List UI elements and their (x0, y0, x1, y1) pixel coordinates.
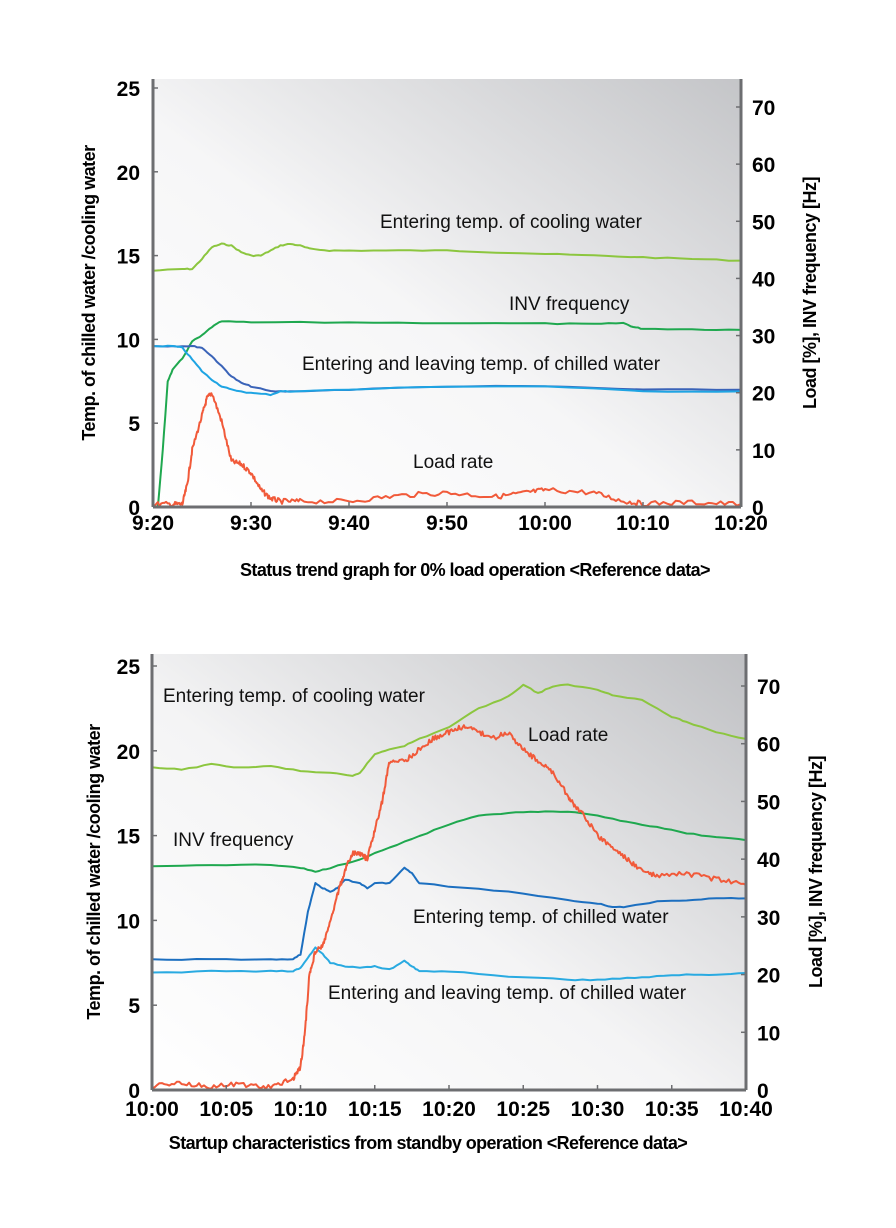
series-load-rate (152, 392, 742, 508)
left-axis-label: Temp. of chilled water /cooling water (79, 145, 99, 441)
series-annotation: Entering temp. of cooling water (163, 686, 426, 707)
x-tick: 10:35 (645, 1098, 699, 1121)
series-annotation: Load rate (528, 725, 608, 746)
x-tick: 9:20 (132, 512, 174, 535)
x-tick: 9:30 (230, 512, 272, 535)
left-y-tick: 20 (117, 162, 140, 185)
left-y-tick: 5 (128, 413, 140, 436)
left-axis-label: Temp. of chilled water /cooling water (84, 724, 104, 1020)
x-tick: 10:10 (274, 1098, 328, 1121)
x-tick: 9:40 (328, 512, 370, 535)
right-y-tick: 0 (752, 497, 764, 520)
series-inv-frequency (153, 320, 742, 508)
right-y-tick: 0 (757, 1080, 769, 1103)
series-load-rate (151, 724, 747, 1090)
series-leaving-temp-of-chilled-water (151, 946, 747, 982)
series-entering-temp-of-chilled-water (151, 866, 747, 961)
series-annotation: Load rate (413, 452, 493, 473)
series-annotation: INV frequency (509, 294, 630, 315)
right-y-tick: 60 (757, 734, 780, 757)
series-entering-temp-of-cooling-water (151, 683, 747, 777)
right-y-tick: 10 (757, 1022, 780, 1045)
x-tick: 10:00 (518, 512, 572, 535)
x-tick: 10:20 (422, 1098, 476, 1121)
right-y-tick: 50 (757, 791, 780, 814)
right-y-tick: 60 (752, 154, 775, 177)
x-tick: 10:15 (348, 1098, 402, 1121)
annotations-group: Entering temp. of cooling water Load rate… (163, 686, 687, 1004)
left-y-tick: 25 (117, 78, 141, 101)
chart-startup-characteristics: 0 5 10 15 20 25 0 10 20 30 40 50 60 70 10:00 10:05 10:10… (0, 600, 896, 1228)
chart1-svg: 0 5 10 15 20 25 0 10 20 30 40 50 60 70 9:20 9:30 9:40 9:5… (79, 78, 820, 580)
right-axis-label: Load [%], INV frequency [Hz] (800, 177, 820, 409)
chart-caption: Startup characteristics from standby ope… (169, 1133, 687, 1153)
chart-status-trend-0-load: 0 5 10 15 20 25 0 10 20 30 40 50 60 70 9:20 9:30 9:40 9:5… (0, 0, 896, 600)
series-annotation: Entering and leaving temp. of chilled wa… (302, 354, 661, 375)
series-group (151, 683, 747, 1090)
plot-area (152, 654, 746, 1090)
left-y-tick: 15 (117, 826, 141, 849)
series-annotation: INV frequency (173, 830, 294, 851)
right-y-tick: 50 (752, 211, 775, 234)
left-y-tick: 20 (117, 741, 140, 764)
left-y-tick: 10 (117, 329, 140, 352)
x-tick: 10:40 (719, 1098, 773, 1121)
right-y-tick: 30 (752, 326, 775, 349)
left-y-tick: 10 (117, 910, 140, 933)
axes-group: 0 5 10 15 20 25 0 10 20 30 40 50 60 70 9:20 9:30 9:40 9:5… (117, 78, 776, 535)
series-annotation: Entering temp. of cooling water (380, 212, 643, 233)
left-y-tick: 15 (117, 246, 141, 269)
x-tick: 10:20 (714, 512, 768, 535)
series-group (152, 242, 742, 508)
x-tick: 10:05 (199, 1098, 253, 1121)
chart2-svg: 0 5 10 15 20 25 0 10 20 30 40 50 60 70 10:00 10:05 10:10… (84, 654, 826, 1153)
right-y-tick: 40 (757, 849, 780, 872)
right-y-tick: 10 (752, 440, 775, 463)
series-leaving-temp-of-chilled-water (152, 344, 742, 397)
x-tick: 10:25 (496, 1098, 550, 1121)
left-y-tick: 0 (128, 497, 140, 520)
x-tick: 9:50 (426, 512, 468, 535)
left-y-tick: 0 (128, 1080, 140, 1103)
x-tick: 10:30 (571, 1098, 625, 1121)
right-y-tick: 70 (757, 676, 780, 699)
left-y-tick: 5 (128, 995, 140, 1018)
series-annotation: Entering and leaving temp. of chilled wa… (328, 983, 687, 1004)
right-y-tick: 20 (752, 383, 775, 406)
right-axis-label: Load [%], INV frequency [Hz] (806, 756, 826, 988)
axes-group: 0 5 10 15 20 25 0 10 20 30 40 50 60 70 10:00 10:05 10:10… (117, 654, 780, 1121)
right-y-tick: 70 (752, 97, 775, 120)
chart-caption: Status trend graph for 0% load operation… (240, 560, 710, 580)
annotations-group: Entering temp. of cooling water INV frequ… (302, 212, 661, 473)
right-y-tick: 40 (752, 268, 775, 291)
series-inv-frequency (151, 810, 747, 873)
x-tick: 10:10 (616, 512, 670, 535)
plot-area (153, 79, 741, 507)
series-entering-temp-of-cooling-water (152, 242, 742, 272)
x-tick: 10:00 (125, 1098, 179, 1121)
right-y-tick: 30 (757, 907, 780, 930)
right-y-tick: 20 (757, 965, 780, 988)
left-y-tick: 25 (117, 656, 141, 679)
series-annotation: Entering temp. of chilled water (413, 907, 669, 928)
